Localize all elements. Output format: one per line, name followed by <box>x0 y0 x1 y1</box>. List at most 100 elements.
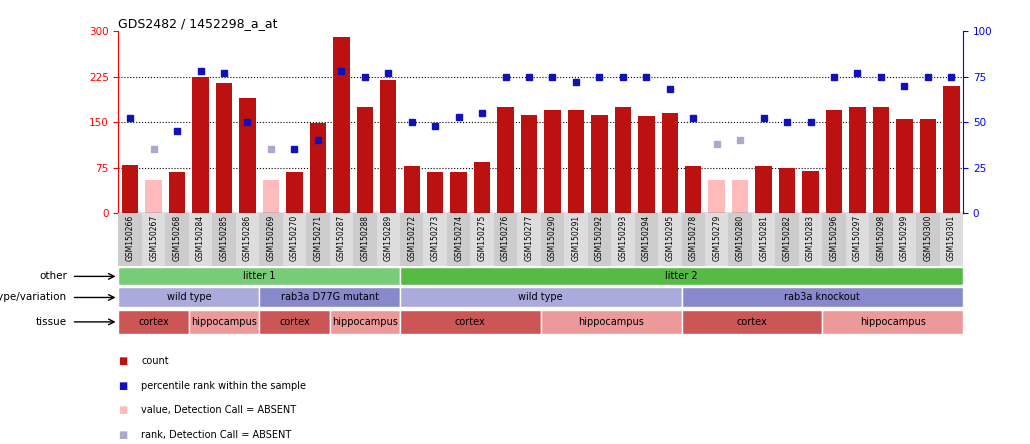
Bar <box>544 110 560 213</box>
Text: GSM150289: GSM150289 <box>384 215 392 261</box>
Text: hippocampus: hippocampus <box>860 317 926 327</box>
Bar <box>260 213 282 266</box>
Bar <box>705 213 728 266</box>
Text: rank, Detection Call = ABSENT: rank, Detection Call = ABSENT <box>141 429 291 440</box>
Text: ■: ■ <box>118 381 128 391</box>
Text: GSM150292: GSM150292 <box>595 215 604 261</box>
Bar <box>400 288 682 307</box>
Text: litter 1: litter 1 <box>243 271 275 281</box>
Bar <box>709 180 725 213</box>
Text: GSM150266: GSM150266 <box>126 215 135 261</box>
Text: hippocampus: hippocampus <box>332 317 398 327</box>
Text: GSM150272: GSM150272 <box>407 215 416 261</box>
Bar <box>400 267 963 285</box>
Bar <box>236 213 260 266</box>
Bar <box>188 310 260 334</box>
Bar <box>685 166 701 213</box>
Text: GSM150274: GSM150274 <box>454 215 464 261</box>
Text: GSM150288: GSM150288 <box>360 215 370 261</box>
Text: GSM150286: GSM150286 <box>243 215 252 261</box>
Bar <box>802 170 819 213</box>
Bar <box>732 180 749 213</box>
Text: GSM150271: GSM150271 <box>313 215 322 261</box>
Text: GSM150287: GSM150287 <box>337 215 346 261</box>
Bar <box>122 165 138 213</box>
Bar <box>661 113 678 213</box>
Text: percentile rank within the sample: percentile rank within the sample <box>141 381 306 391</box>
Text: GSM150269: GSM150269 <box>267 215 275 261</box>
Text: ■: ■ <box>118 405 128 415</box>
Text: wild type: wild type <box>518 293 563 302</box>
Bar <box>634 213 658 266</box>
Bar <box>471 213 493 266</box>
Bar <box>896 119 913 213</box>
Text: GSM150297: GSM150297 <box>853 215 862 261</box>
Bar <box>541 213 564 266</box>
Bar <box>239 98 255 213</box>
Bar <box>822 310 963 334</box>
Text: count: count <box>141 356 169 366</box>
Text: other: other <box>39 271 67 281</box>
Text: GSM150267: GSM150267 <box>149 215 159 261</box>
Bar <box>682 213 705 266</box>
Text: GSM150291: GSM150291 <box>572 215 581 261</box>
Bar <box>118 213 142 266</box>
Bar <box>893 213 916 266</box>
Bar <box>450 172 467 213</box>
Text: hippocampus: hippocampus <box>192 317 256 327</box>
Bar <box>353 213 377 266</box>
Bar <box>166 213 188 266</box>
Text: cortex: cortex <box>138 317 169 327</box>
Text: litter 2: litter 2 <box>665 271 698 281</box>
Text: GSM150276: GSM150276 <box>501 215 510 261</box>
Bar <box>380 79 397 213</box>
Text: GSM150275: GSM150275 <box>478 215 486 261</box>
Bar <box>822 213 846 266</box>
Bar <box>118 288 260 307</box>
Bar <box>310 123 327 213</box>
Bar <box>260 288 400 307</box>
Text: tissue: tissue <box>36 317 67 327</box>
Text: value, Detection Call = ABSENT: value, Detection Call = ABSENT <box>141 405 297 415</box>
Bar <box>493 213 517 266</box>
Bar <box>541 310 682 334</box>
Text: rab3a D77G mutant: rab3a D77G mutant <box>280 293 379 302</box>
Bar <box>564 213 588 266</box>
Bar <box>282 213 306 266</box>
Bar <box>611 213 634 266</box>
Bar <box>826 110 843 213</box>
Text: cortex: cortex <box>455 317 486 327</box>
Text: GSM150298: GSM150298 <box>877 215 886 261</box>
Text: GSM150300: GSM150300 <box>923 215 932 261</box>
Text: GDS2482 / 1452298_a_at: GDS2482 / 1452298_a_at <box>118 17 278 30</box>
Bar <box>588 213 611 266</box>
Bar <box>846 213 869 266</box>
Bar <box>356 107 373 213</box>
Text: GSM150270: GSM150270 <box>289 215 299 261</box>
Text: GSM150278: GSM150278 <box>689 215 697 261</box>
Bar <box>286 172 303 213</box>
Bar <box>517 213 541 266</box>
Bar <box>939 213 963 266</box>
Text: GSM150295: GSM150295 <box>665 215 675 261</box>
Bar <box>682 310 822 334</box>
Bar <box>799 213 822 266</box>
Bar <box>752 213 776 266</box>
Text: GSM150279: GSM150279 <box>712 215 721 261</box>
Bar <box>639 116 654 213</box>
Text: GSM150283: GSM150283 <box>806 215 815 261</box>
Bar <box>260 310 330 334</box>
Text: GSM150285: GSM150285 <box>219 215 229 261</box>
Bar <box>333 37 349 213</box>
Bar <box>755 166 771 213</box>
Bar <box>377 213 400 266</box>
Bar <box>850 107 865 213</box>
Bar <box>142 213 166 266</box>
Bar <box>306 213 330 266</box>
Text: GSM150268: GSM150268 <box>173 215 181 261</box>
Text: cortex: cortex <box>736 317 767 327</box>
Text: wild type: wild type <box>167 293 211 302</box>
Bar <box>658 213 682 266</box>
Bar <box>118 267 400 285</box>
Bar <box>568 110 584 213</box>
